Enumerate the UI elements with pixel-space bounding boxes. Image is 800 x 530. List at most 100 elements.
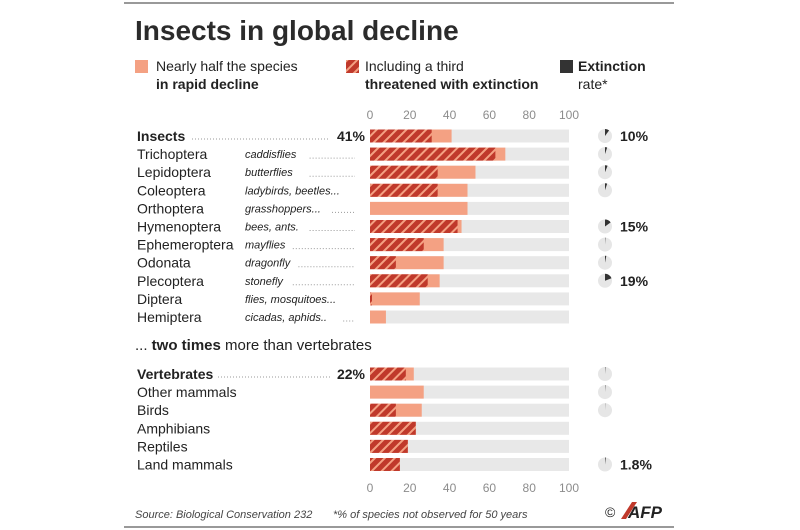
legend: Nearly half the species in rapid decline… [135, 58, 646, 92]
rate-pie-slice [605, 129, 610, 136]
rate-label: 1.8% [620, 457, 652, 473]
axis-tick-label: 20 [403, 481, 417, 495]
extinction-rate-pie [598, 255, 612, 270]
subheading-prefix: ... [135, 337, 152, 354]
row-common-name: bees, ants. [245, 222, 299, 234]
subheading-suffix: more than vertebrates [221, 337, 372, 354]
row-label: Birds [137, 402, 169, 418]
bar-track [370, 367, 569, 381]
legend-threatened-line1: Including a third [365, 58, 464, 74]
bar-row: Lepidoptera butterflies [137, 164, 612, 180]
row-label: Reptiles [137, 438, 188, 454]
copyright-symbol: © [605, 504, 616, 520]
bar-row: Hymenoptera bees, ants. 15% [137, 219, 649, 235]
axis-tick-label: 100 [559, 481, 579, 495]
row-common-name: flies, mosquitoes... [245, 294, 336, 306]
bar-row: Plecoptera stonefly 19% [137, 273, 649, 289]
axis-tick-label: 60 [483, 481, 497, 495]
bar-row: Land mammals 1.8% [137, 457, 652, 473]
bar-row: Other mammals [137, 384, 612, 400]
bar-threatened [370, 165, 438, 179]
axis-tick-label: 40 [443, 481, 457, 495]
row-label: Lepidoptera [137, 164, 211, 180]
afp-logo: AFP [621, 502, 663, 522]
bar-threatened [370, 256, 396, 270]
vertebrates-subheading: ... two times more than vertebrates [135, 337, 372, 354]
bar-row: Ephemeroptera mayflies [137, 237, 612, 253]
bar-row: Trichoptera caddisflies [137, 146, 612, 162]
source-note: Source: Biological Conservation 232 [135, 509, 312, 521]
row-label: Orthoptera [137, 200, 204, 216]
row-common-name: cicadas, aphids.. [245, 312, 327, 324]
bar-threatened [370, 421, 416, 435]
legend-rate-line1: Extinction [578, 58, 646, 74]
bar-row: Hemiptera cicadas, aphids.. [137, 309, 569, 325]
bar-threatened [370, 183, 438, 197]
bar-row: Vertebrates 22% [137, 366, 612, 382]
axis-tick-label: 80 [523, 108, 537, 122]
legend-decline-line1: Nearly half the species [156, 58, 298, 74]
bar-threatened [370, 129, 432, 143]
extinction-rate-pie [598, 273, 612, 288]
extinction-rate-pie [598, 129, 612, 143]
row-label: Ephemeroptera [137, 237, 234, 253]
bar-row: Odonata dragonfly [137, 255, 612, 271]
bar-row: Coleoptera ladybirds, beetles... [137, 182, 612, 198]
row-common-name: mayflies [245, 240, 286, 252]
bar-decline [370, 310, 386, 324]
row-label: Plecoptera [137, 273, 204, 289]
extinction-rate-note: *% of species not observed for 50 years [333, 509, 528, 521]
row-label: Trichoptera [137, 146, 208, 162]
bar-threatened [370, 367, 406, 381]
bar-track [370, 310, 569, 324]
axis-tick-label: 40 [443, 108, 457, 122]
row-label: Odonata [137, 255, 191, 271]
legend-rate-line2: rate* [578, 76, 608, 92]
rate-label: 10% [620, 128, 649, 144]
bar-row: Birds [137, 402, 612, 418]
bar-threatened [370, 220, 458, 233]
extinction-rate-pie [598, 237, 612, 252]
row-common-name: butterflies [245, 167, 293, 179]
row-label: Amphibians [137, 420, 210, 436]
row-common-name: grasshoppers... [245, 203, 321, 215]
bar-decline [370, 385, 424, 399]
row-total-label: 41% [337, 128, 366, 144]
rate-pie-slice [605, 165, 608, 173]
extinction-rate-pie [598, 457, 612, 472]
legend-swatch-threatened [346, 60, 359, 73]
bar-row: Amphibians [137, 420, 569, 436]
rate-pie-slice [605, 219, 611, 227]
extinction-rate-pie [598, 219, 612, 234]
row-label: Diptera [137, 291, 182, 307]
bar-threatened [370, 274, 428, 288]
rate-pie-slice [605, 457, 606, 465]
axis-tick-label: 0 [367, 481, 374, 495]
extinction-rate-pie [598, 147, 612, 162]
axis-tick-label: 60 [483, 108, 497, 122]
bottom-axis: 0 20 40 60 80 100 [367, 481, 580, 495]
legend-threatened-line2: threatened with extinction [365, 76, 538, 92]
row-label: Hymenoptera [137, 219, 221, 235]
legend-swatch-rate [560, 60, 573, 73]
rate-pie-slice [605, 183, 608, 191]
row-total-label: 22% [337, 366, 366, 382]
afp-logo-text: AFP [627, 503, 663, 522]
row-common-name: dragonfly [245, 258, 292, 270]
legend-swatch-decline [135, 60, 148, 73]
bar-decline [370, 292, 420, 306]
row-label: Coleoptera [137, 182, 206, 198]
rate-pie-slice [605, 273, 612, 281]
chart-title: Insects in global decline [135, 15, 459, 46]
bar-rows: Insects 41% 10% Trichoptera caddisflies Lepid… [137, 128, 652, 473]
rate-label: 19% [620, 273, 649, 289]
extinction-rate-pie [598, 183, 612, 198]
extinction-rate-pie [598, 366, 612, 381]
axis-tick-label: 20 [403, 108, 417, 122]
axis-tick-label: 100 [559, 108, 579, 122]
afp-logo-mark [621, 502, 637, 519]
rate-label: 15% [620, 219, 649, 235]
bar-threatened [370, 439, 408, 453]
extinction-rate-pie [598, 403, 612, 418]
